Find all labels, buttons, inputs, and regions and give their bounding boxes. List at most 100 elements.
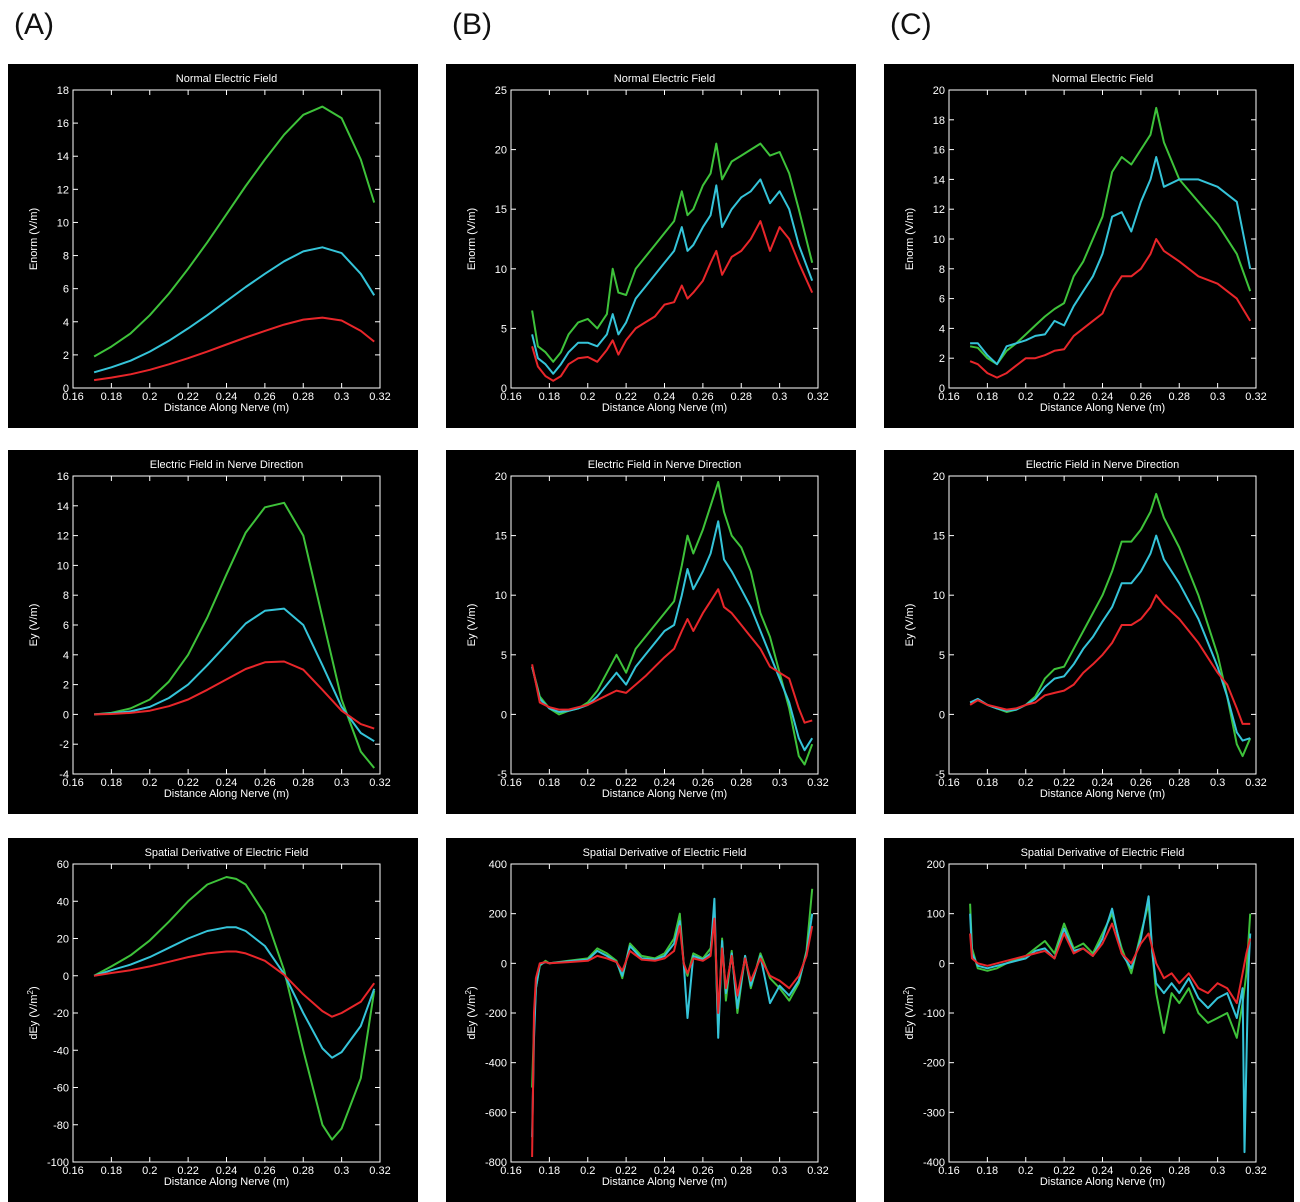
chart-panel: Normal Electric Field 0.16 0.18 0.2 0.22 0.24… — [8, 64, 418, 428]
y-tick-label: 12 — [933, 204, 945, 216]
chart-background — [446, 838, 856, 1202]
x-tick-label: 0.16 — [938, 1165, 959, 1177]
x-tick-label: 0.26 — [692, 391, 713, 403]
series-line-cyan — [94, 607, 375, 743]
y-tick-label: -80 — [53, 1120, 69, 1132]
x-tick-label: 0.3 — [1210, 777, 1225, 789]
y-tick-label: -100 — [47, 1157, 69, 1169]
y-tick-label: 5 — [501, 650, 507, 662]
y-axis-label: Ey (V/m) — [904, 604, 916, 647]
x-tick-label: 0.3 — [334, 391, 349, 403]
x-tick-label: 0.28 — [731, 391, 752, 403]
y-tick-label: 2 — [63, 680, 69, 692]
x-tick-label: 0.32 — [1245, 1165, 1266, 1177]
x-tick-label: 0.22 — [615, 777, 636, 789]
x-tick-label: 0.2 — [580, 1165, 595, 1177]
x-tick-label: 0.26 — [1130, 777, 1151, 789]
y-tick-label: -5 — [497, 769, 507, 781]
y-tick-label: 0 — [63, 709, 69, 721]
y-tick-label: 25 — [495, 85, 507, 97]
x-tick-label: 0.16 — [500, 391, 521, 403]
x-tick-label: 0.2 — [1018, 777, 1033, 789]
y-tick-label: -400 — [485, 1058, 507, 1070]
y-tick-label: 12 — [57, 184, 69, 196]
chart-title: Spatial Derivative of Electric Field — [1021, 847, 1185, 859]
y-axis-label: dEy (V/m2) — [902, 986, 916, 1039]
chart-title: Normal Electric Field — [614, 73, 715, 85]
y-tick-label: 0 — [501, 958, 507, 970]
x-tick-label: 0.32 — [1245, 391, 1266, 403]
chart-panel: Spatial Derivative of Electric Field 0.16… — [446, 838, 856, 1202]
x-axis-label: Distance Along Nerve (m) — [1040, 402, 1165, 414]
chart-panel: Normal Electric Field 0.16 0.18 0.2 0.22 0.24… — [884, 64, 1294, 428]
chart-title: Electric Field in Nerve Direction — [1026, 459, 1179, 471]
x-tick-label: 0.16 — [62, 391, 83, 403]
x-tick-label: 0.16 — [500, 1165, 521, 1177]
y-tick-label: 4 — [63, 650, 69, 662]
x-tick-label: 0.24 — [216, 391, 237, 403]
y-tick-label: 0 — [63, 971, 69, 983]
x-tick-label: 0.2 — [580, 777, 595, 789]
chart-panel: Electric Field in Nerve Direction 0.16 0.1… — [446, 450, 856, 814]
x-tick-label: 0.3 — [772, 391, 787, 403]
y-tick-label: -800 — [485, 1157, 507, 1169]
x-tick-label: 0.24 — [654, 777, 675, 789]
y-tick-label: 400 — [489, 859, 507, 871]
x-tick-label: 0.16 — [62, 777, 83, 789]
x-tick-label: 0.2 — [1018, 391, 1033, 403]
x-tick-label: 0.3 — [772, 777, 787, 789]
x-tick-label: 0.32 — [369, 777, 390, 789]
series-line-red — [531, 220, 814, 382]
y-tick-label: 15 — [495, 204, 507, 216]
x-tick-label: 0.3 — [334, 777, 349, 789]
y-tick-label: 8 — [939, 264, 945, 276]
y-tick-label: 14 — [933, 174, 945, 186]
x-tick-label: 0.24 — [654, 391, 675, 403]
y-tick-label: 20 — [933, 85, 945, 97]
y-tick-label: 2 — [63, 350, 69, 362]
y-tick-label: -100 — [923, 1008, 945, 1020]
x-tick-label: 0.32 — [807, 391, 828, 403]
chart-title: Spatial Derivative of Electric Field — [583, 847, 747, 859]
x-tick-label: 0.18 — [101, 777, 122, 789]
x-axis-label: Distance Along Nerve (m) — [602, 788, 727, 800]
chart-background — [884, 450, 1294, 814]
y-tick-label: -40 — [53, 1045, 69, 1057]
x-tick-label: 0.28 — [1169, 391, 1190, 403]
y-tick-label: 20 — [495, 471, 507, 483]
x-axis-label: Distance Along Nerve (m) — [164, 1176, 289, 1188]
y-tick-label: 6 — [63, 284, 69, 296]
y-tick-label: 10 — [495, 590, 507, 602]
y-axis-label: Enorm (V/m) — [466, 208, 478, 270]
chart-background — [884, 838, 1294, 1202]
y-tick-label: -20 — [53, 1008, 69, 1020]
x-tick-label: 0.22 — [177, 391, 198, 403]
x-tick-label: 0.26 — [254, 391, 275, 403]
x-tick-label: 0.24 — [216, 1165, 237, 1177]
y-tick-label: 40 — [57, 896, 69, 908]
y-tick-label: 18 — [57, 85, 69, 97]
series-line-cyan — [93, 926, 376, 1059]
series-line-red — [531, 917, 814, 1158]
y-tick-label: 10 — [57, 560, 69, 572]
x-tick-label: 0.2 — [142, 391, 157, 403]
column-label-c: (C) — [890, 8, 932, 41]
y-tick-label: 0 — [501, 709, 507, 721]
chart-title: Normal Electric Field — [1052, 73, 1153, 85]
series-line-green — [969, 106, 1252, 366]
x-tick-label: 0.24 — [1092, 391, 1113, 403]
series-line-cyan — [531, 178, 814, 375]
y-axis-label: dEy (V/m2) — [464, 986, 478, 1039]
y-tick-label: 200 — [927, 859, 945, 871]
x-tick-label: 0.18 — [101, 391, 122, 403]
y-tick-label: 18 — [933, 115, 945, 127]
x-tick-label: 0.3 — [334, 1165, 349, 1177]
y-tick-label: -400 — [923, 1157, 945, 1169]
x-axis-label: Distance Along Nerve (m) — [602, 402, 727, 414]
series-line-green — [93, 105, 376, 358]
x-tick-label: 0.28 — [293, 391, 314, 403]
chart-panel: Spatial Derivative of Electric Field 0.16… — [8, 838, 418, 1202]
y-tick-label: 16 — [933, 145, 945, 157]
x-tick-label: 0.16 — [938, 391, 959, 403]
series-line-red — [93, 316, 375, 382]
